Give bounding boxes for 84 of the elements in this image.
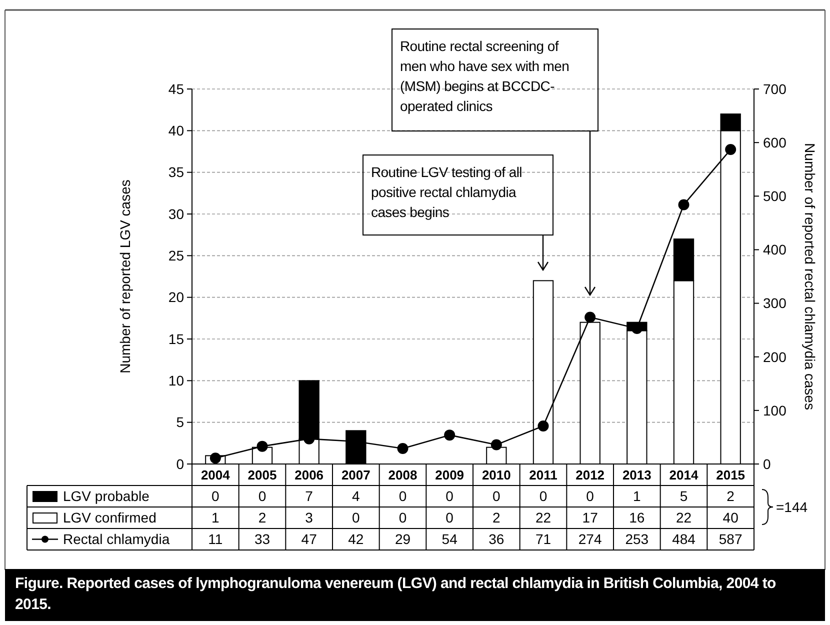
y-tick-label: 5 xyxy=(176,414,184,430)
y-tick-label: 15 xyxy=(168,330,184,347)
data-label: 253 xyxy=(625,531,649,548)
point xyxy=(538,420,549,432)
data-label: 0 xyxy=(446,488,454,504)
data-label: 11 xyxy=(208,531,223,548)
text: Figure. Reported cases of lymphogranuloma venereum (LGV) and rectal chlamydia in British Columbia, 2004 to 2015. xyxy=(5,569,825,619)
data-label: 587 xyxy=(718,531,742,548)
x-tick-label: 2010 xyxy=(482,467,511,482)
legend-label: Rectal chlamydia xyxy=(63,531,170,548)
point xyxy=(725,144,736,156)
x-tick-label: 2004 xyxy=(200,467,231,482)
x-tick-label: 2006 xyxy=(294,467,324,482)
y-tick-label: 25 xyxy=(168,248,184,264)
data-label: 0 xyxy=(352,510,360,526)
data-label: 22 xyxy=(676,510,692,526)
x-tick-label: 2007 xyxy=(341,467,370,482)
y2-tick-label: 200 xyxy=(763,348,787,365)
data-label: 47 xyxy=(301,531,318,548)
point xyxy=(584,312,596,323)
x-tick-label: 2015 xyxy=(716,467,746,482)
y-tick-label: 40 xyxy=(168,122,184,139)
data-label: 0 xyxy=(258,488,266,504)
data-label: 0 xyxy=(492,488,501,504)
y2-tick-label: 100 xyxy=(763,402,787,418)
data-label: 274 xyxy=(578,531,602,548)
data-label: 2 xyxy=(258,510,266,526)
x-tick-label: 2005 xyxy=(248,467,277,482)
data-label: 7 xyxy=(305,488,314,504)
x-tick-label: 2014 xyxy=(669,467,699,482)
data-label: 42 xyxy=(348,531,364,548)
y-axis-title: Number of reported LGV cases xyxy=(117,180,133,374)
x-tick-label: 2011 xyxy=(529,467,558,482)
data-label: 1 xyxy=(633,488,642,504)
y-tick-label: 45 xyxy=(168,80,184,97)
legend-label: LGV probable xyxy=(63,488,150,504)
data-label: 40 xyxy=(722,510,739,526)
x-tick-label: 2013 xyxy=(622,467,652,482)
data-label: 3 xyxy=(305,510,314,526)
legend-label: LGV confirmed xyxy=(63,510,156,526)
data-label: 0 xyxy=(398,488,407,504)
data-label: 1 xyxy=(212,510,220,526)
data-label: 16 xyxy=(629,510,645,526)
y-tick-label: 0 xyxy=(176,456,184,472)
point xyxy=(444,430,456,441)
point xyxy=(210,452,221,464)
data-label: 29 xyxy=(394,531,411,548)
data-label: 0 xyxy=(446,510,454,526)
data-label: 33 xyxy=(254,531,270,548)
data-label: 0 xyxy=(212,488,220,504)
data-label: 17 xyxy=(582,510,598,526)
data-label: 5 xyxy=(680,488,688,504)
data-label: 2 xyxy=(492,510,501,526)
point xyxy=(490,439,502,450)
data-label: 484 xyxy=(672,531,696,548)
y2-tick-label: 0 xyxy=(763,456,771,472)
data-label: 0 xyxy=(539,488,548,504)
text: =144 xyxy=(776,498,808,515)
x-tick-label: 2009 xyxy=(435,467,464,482)
annotation: Routine LGV testing of all positive rectal chlamydia cases begins xyxy=(370,163,523,222)
y2-tick-label: 300 xyxy=(763,295,787,312)
y-tick-label: 30 xyxy=(168,206,184,222)
x-tick-label: 2008 xyxy=(388,467,418,482)
data-label: 36 xyxy=(488,531,504,548)
y-tick-label: 35 xyxy=(168,164,184,180)
data-label: 0 xyxy=(586,488,594,504)
data-label: 22 xyxy=(535,510,552,526)
point xyxy=(678,199,690,210)
y-tick-label: 10 xyxy=(168,372,184,389)
y2-tick-label: 700 xyxy=(763,80,787,97)
annotation: Routine rectal screening of men who have sex with men (MSM) begins at BCCDC-operated clinics xyxy=(399,37,570,116)
data-label: 54 xyxy=(442,531,458,548)
y2-axis-title: Number of reported rectal chlamydia cases xyxy=(802,143,818,410)
data-label: 4 xyxy=(352,488,360,504)
data-label: 0 xyxy=(398,510,407,526)
y2-tick-label: 400 xyxy=(763,242,787,258)
y-tick-label: 20 xyxy=(168,289,184,306)
point xyxy=(397,442,408,454)
y2-tick-label: 500 xyxy=(763,188,787,204)
x-tick-label: 2012 xyxy=(576,467,605,482)
data-label: 2 xyxy=(726,488,735,504)
point xyxy=(256,440,268,452)
y2-tick-label: 600 xyxy=(763,134,787,150)
data-label: 71 xyxy=(535,531,552,548)
